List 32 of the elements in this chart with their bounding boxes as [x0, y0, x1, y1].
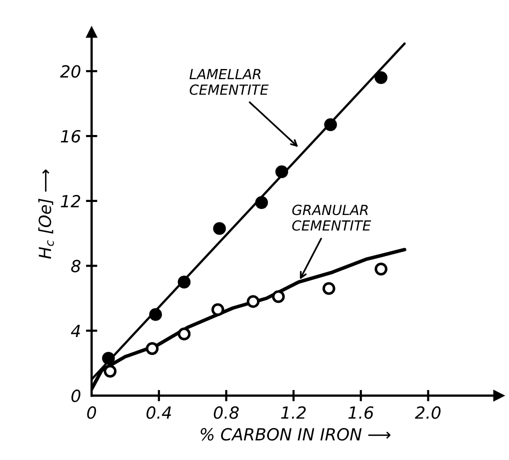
point [246, 295, 260, 308]
y-tick-label: 0 [71, 390, 80, 402]
x-tick-label: 0.4 [146, 406, 171, 419]
point [211, 303, 224, 316]
y-tick-label: 20 [60, 65, 80, 78]
y-axis-title: H$_{c}$ [Oe] ⟶ [38, 170, 54, 259]
point [146, 342, 159, 355]
y-tick-label: 8 [71, 260, 80, 272]
point [255, 196, 268, 209]
annotation: LAMELLAR CEMENTITE [190, 69, 269, 95]
point [178, 328, 191, 340]
point [275, 165, 288, 178]
annotation: GRANULAR CEMENTITE [292, 204, 372, 231]
x-tick-label: 1.2 [281, 406, 306, 419]
point [104, 364, 117, 378]
y-tick-label: 16 [60, 130, 80, 143]
point [102, 352, 115, 365]
y-tick-label: 12 [60, 194, 80, 208]
point [322, 282, 336, 295]
point [272, 290, 285, 304]
y-tick-label: 4 [70, 324, 80, 338]
x-tick-label: 0.8 [214, 406, 239, 419]
x-tick-label: 0 [87, 406, 96, 419]
x-axis-title: % CARBON IN IRON ⟶ [200, 428, 390, 441]
x-tick-label: 2.0 [414, 406, 441, 419]
point [178, 276, 191, 288]
point [374, 262, 388, 276]
x-tick-label: 1.6 [348, 406, 374, 419]
point [374, 71, 388, 84]
point [213, 222, 226, 235]
point [324, 118, 337, 132]
point [149, 308, 162, 321]
